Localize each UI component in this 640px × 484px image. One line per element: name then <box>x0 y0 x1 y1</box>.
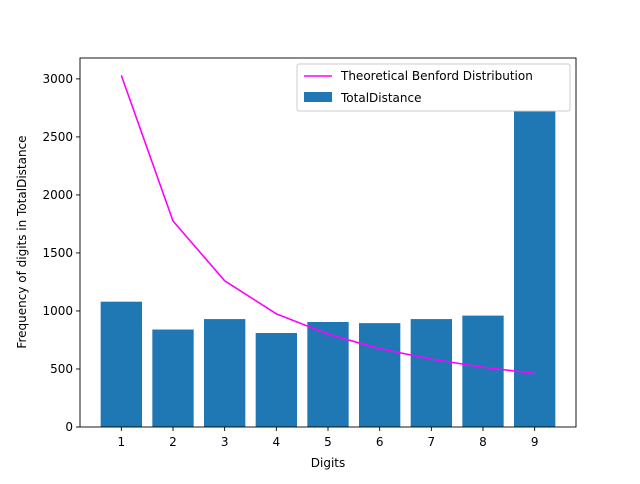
bar-digit-5 <box>307 321 349 427</box>
y-tick-label-2000: 2000 <box>42 188 73 202</box>
bar-digit-2 <box>152 329 194 427</box>
legend-bar-swatch <box>304 92 332 102</box>
bar-digit-6 <box>359 323 401 427</box>
x-tick-label-6: 6 <box>376 435 384 449</box>
bar-digit-3 <box>204 319 246 427</box>
bar-digit-8 <box>462 315 504 427</box>
bar-digit-9 <box>514 111 556 428</box>
x-tick-label-3: 3 <box>221 435 229 449</box>
x-axis-label: Digits <box>311 456 345 470</box>
x-tick-label-9: 9 <box>531 435 539 449</box>
y-axis-label: Frequency of digits in TotalDistance <box>15 135 29 348</box>
x-tick-label-2: 2 <box>169 435 177 449</box>
x-tick-label-8: 8 <box>479 435 487 449</box>
y-tick-label-1000: 1000 <box>42 304 73 318</box>
bar-digit-7 <box>410 319 452 427</box>
bar-digit-4 <box>255 333 297 427</box>
x-tick-label-7: 7 <box>428 435 436 449</box>
legend: Theoretical Benford Distribution TotalDis… <box>296 63 571 112</box>
ticks-layer: 1 2 3 4 5 6 7 8 9 0 500 1000 1500 2000 2500 3000 <box>42 72 538 449</box>
line-layer <box>120 75 535 375</box>
y-tick-label-1500: 1500 <box>42 246 73 260</box>
y-tick-label-3000: 3000 <box>42 72 73 86</box>
x-tick-label-5: 5 <box>324 435 332 449</box>
bar-digit-1 <box>100 301 142 427</box>
benford-line <box>120 75 535 375</box>
x-tick-label-1: 1 <box>118 435 126 449</box>
legend-label-totaldistance: TotalDistance <box>340 91 422 105</box>
legend-box <box>296 63 571 112</box>
legend-label-benford: Theoretical Benford Distribution <box>340 69 533 83</box>
y-tick-label-500: 500 <box>50 362 73 376</box>
x-tick-label-4: 4 <box>273 435 281 449</box>
bars-layer <box>100 111 556 428</box>
y-tick-label-0: 0 <box>65 420 73 434</box>
y-tick-label-2500: 2500 <box>42 130 73 144</box>
